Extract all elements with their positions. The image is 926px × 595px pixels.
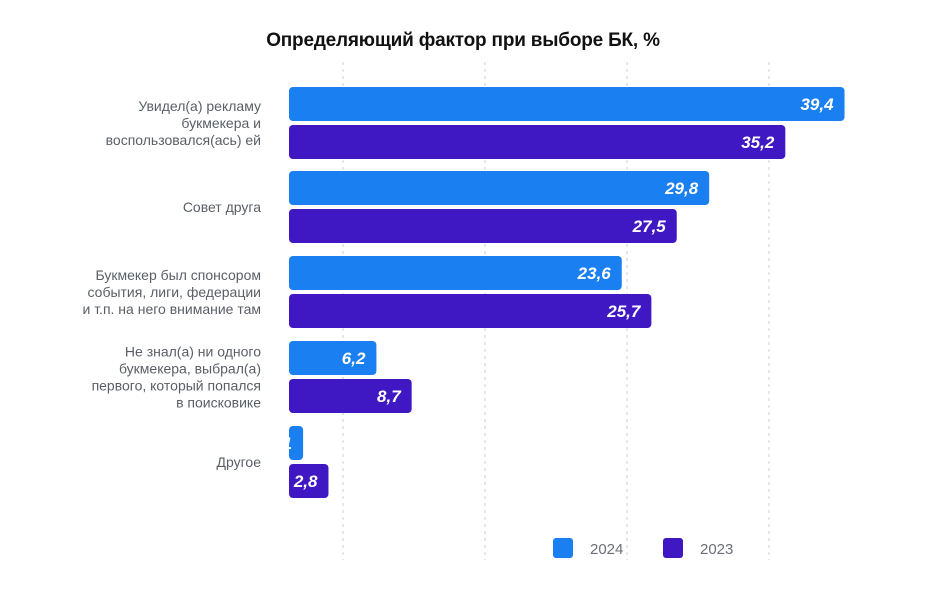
bar-2023-1 bbox=[289, 209, 677, 243]
bar-2024-4 bbox=[289, 426, 304, 460]
legend: 2024 2023 bbox=[553, 538, 733, 558]
bar-value-label: 23,6 bbox=[577, 264, 612, 283]
bar-value-label: 2,8 bbox=[293, 472, 318, 491]
category-label: события, лиги, федерации bbox=[88, 284, 262, 300]
bar-value-label: 8,7 bbox=[377, 387, 402, 406]
bar-value-label: 27,5 bbox=[632, 217, 667, 236]
bar-2024-2 bbox=[289, 256, 622, 290]
bar-2023-0 bbox=[289, 125, 786, 159]
category-label: букмекера, выбрал(а) bbox=[119, 361, 261, 377]
legend-label-2023: 2023 bbox=[700, 541, 733, 558]
bar-value-label: 35,2 bbox=[741, 133, 775, 152]
bar-2023-2 bbox=[289, 294, 652, 328]
category-label: в поисковике bbox=[176, 395, 261, 411]
category-label: Не знал(а) ни одного bbox=[125, 344, 261, 360]
legend-swatch-2023 bbox=[663, 538, 683, 558]
bars: 39,4 35,2 29,8 27,5 23,6 25,7 6,2 8,7 12,8 bbox=[283, 87, 845, 498]
bar-value-label: 29,8 bbox=[664, 179, 699, 198]
category-label: и т.п. на него внимание там bbox=[82, 301, 261, 317]
legend-label-2024: 2024 bbox=[590, 541, 623, 558]
grid-lines bbox=[342, 62, 770, 560]
bar-value-label: 6,2 bbox=[342, 349, 366, 368]
category-label: Букмекер был спонсором bbox=[95, 267, 261, 283]
bar-2024-1 bbox=[289, 171, 710, 205]
bar-2023-4 bbox=[289, 464, 329, 498]
bar-2024-3 bbox=[289, 341, 377, 375]
bar-value-label: 39,4 bbox=[800, 95, 834, 114]
legend-swatch-2024 bbox=[553, 538, 573, 558]
category-label: первого, который попался bbox=[92, 378, 261, 394]
category-label: Совет друга bbox=[183, 199, 261, 215]
bar-2024-0 bbox=[289, 87, 845, 121]
category-label: букмекера и bbox=[181, 115, 261, 131]
category-label: воспользовался(ась) ей bbox=[106, 132, 261, 148]
bar-value-label: 1 bbox=[283, 434, 292, 453]
category-label: Другое bbox=[217, 454, 262, 470]
category-label: Увидел(а) рекламу bbox=[138, 98, 261, 114]
bar-value-label: 25,7 bbox=[606, 302, 642, 321]
bar-2023-3 bbox=[289, 379, 412, 413]
chart-title: Определяющий фактор при выборе БК, % bbox=[266, 30, 660, 51]
